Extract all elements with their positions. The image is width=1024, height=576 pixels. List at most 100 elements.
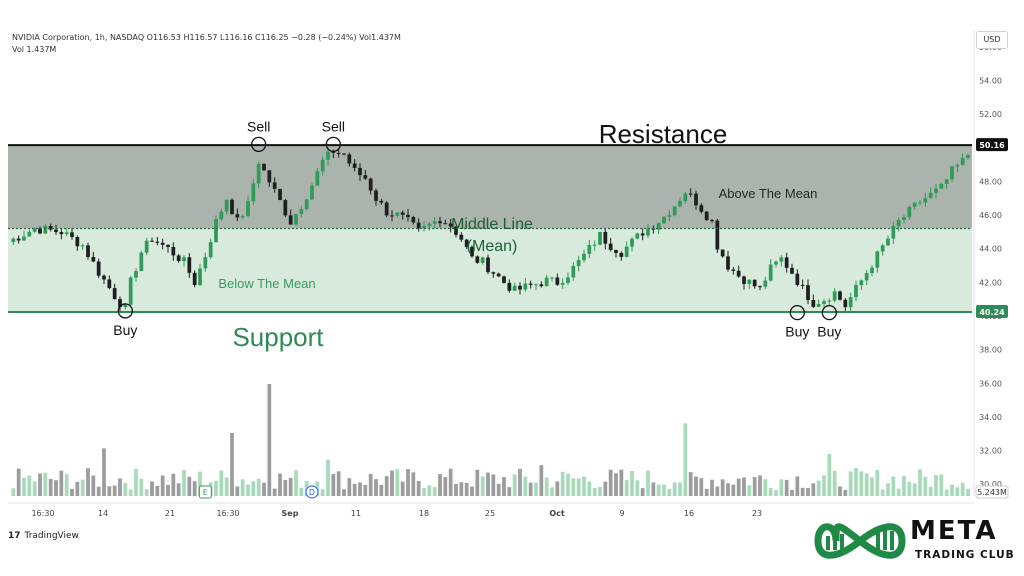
volume-bar [59,470,64,496]
volume-bar [251,481,256,496]
volume-bar [608,469,613,496]
volume-bar [512,474,517,496]
candle-body [230,199,234,215]
candle-body [368,178,373,191]
volume-bar [464,482,469,496]
volume-bar [342,489,346,496]
volume-bar [566,473,570,496]
candle-body [608,243,613,251]
support-label: Support [232,322,324,352]
volume-bar [438,474,442,496]
candle-body [774,261,778,265]
volume-bar [480,476,485,496]
signal-label: Sell [247,118,270,134]
candle-body [534,284,538,286]
buy-signal[interactable]: Buy [113,303,137,338]
tradingview-brand[interactable]: 17 TradingView [8,531,79,541]
volume-bar [182,470,186,496]
x-tick-label: 16:30 [216,509,239,518]
volume-bar [907,481,912,496]
candle-body [736,270,741,277]
candle-body [70,232,74,238]
volume-bar [358,482,362,496]
candle-body [208,242,213,258]
volume-bar [43,472,48,496]
volume-bar [523,476,528,496]
candle-body [464,239,469,247]
volume-bar [267,384,272,496]
candle-body [22,236,26,241]
volume-bar [555,481,560,496]
candle-body [134,271,138,278]
candle-body [86,245,90,257]
candle-body [640,233,645,236]
svg-text:40.24: 40.24 [979,308,1005,317]
candle-body [752,279,757,287]
candle-body [448,223,453,227]
candle-body [502,276,506,283]
volume-bar [838,486,842,496]
candle-body [651,228,656,230]
below-mean-label: Below The Mean [218,276,315,291]
x-tick-label: 18 [419,509,429,518]
volume-bar [742,477,746,496]
candle-body [704,211,709,221]
volume-bar [278,473,282,496]
sell-signal[interactable]: Sell [322,118,345,153]
volume-bar [102,448,106,496]
volume-bar [288,477,293,496]
earnings-event-icon[interactable]: E [198,485,212,499]
volume-bar [326,459,330,496]
volume-bar [960,482,965,496]
annotations-layer: Resistance Support Middle Line (Mean) Above … [113,118,841,352]
volume-bar [294,470,298,496]
currency-button[interactable]: USD [976,31,1008,49]
below-mean-zone [8,228,972,312]
y-tick-label: 54.00 [979,76,1002,85]
logo-sub-text: TRADING CLUB [915,549,1015,561]
volume-bar [454,483,458,496]
candle-body [11,238,16,243]
candle-body [27,231,32,237]
candle-body [427,223,432,227]
volume-bar [336,471,341,496]
volume-bar [848,471,853,496]
candle-body [416,222,421,229]
volume-bar [70,488,74,496]
dividend-event-icon[interactable]: D [305,485,319,499]
candle-body [91,256,96,262]
buy-signal[interactable]: Buy [785,304,809,340]
candle-body [576,260,581,266]
candle-body [758,286,762,288]
y-tick-label: 46.00 [979,211,1002,220]
sell-signal[interactable]: Sell [247,118,270,153]
volume-bar [955,487,960,496]
candle-body [966,155,970,158]
volume-bar [795,476,800,496]
x-tick-label: 11 [351,509,361,518]
volume-bar [918,469,922,496]
volume-bar [731,484,736,496]
candle-body [710,220,714,222]
candle-body [934,188,938,193]
volume-bar [672,482,677,496]
candle-body [192,272,197,286]
candle-body [384,202,389,216]
volume-bar [144,489,149,496]
candle-body [486,257,490,273]
candle-body [288,215,293,225]
volume-bar [544,477,549,496]
buy-signal[interactable]: Buy [817,304,841,340]
candle-body [363,175,368,179]
volume-bar [800,487,805,496]
volume-bar [235,486,240,496]
volume-bar [331,473,336,496]
candle-body [763,280,768,287]
x-axis-ticks: 16:30 14 21 16:30 Sep 11 18 25 Oct 9 16 23 [8,502,974,518]
candle-body [480,257,485,263]
candle-body [518,285,522,290]
signal-circle [117,303,133,319]
candle-body [304,199,309,210]
candle-body [544,277,549,287]
